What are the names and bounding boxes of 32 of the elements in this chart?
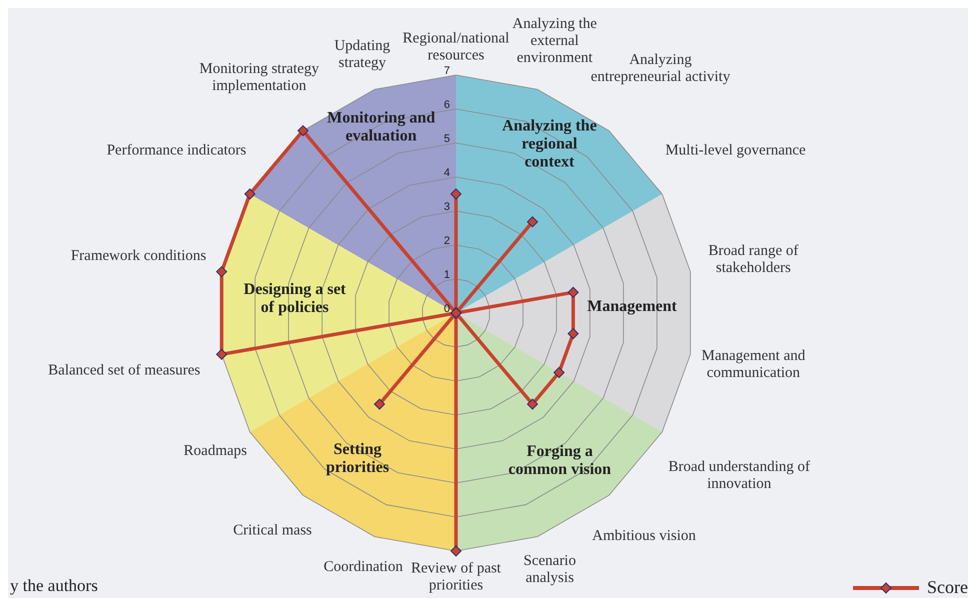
spoke-label: Monitoring strategy implementation: [199, 61, 320, 94]
y-tick-label: 5: [444, 132, 450, 145]
legend-label: Score: [927, 577, 968, 598]
text: Management: [587, 298, 678, 315]
spoke-label: Critical mass: [233, 523, 312, 540]
y-tick-label: 0: [444, 302, 450, 315]
spoke-label: Review of past priorities: [411, 560, 502, 594]
spoke-label: Management and communication: [702, 348, 806, 382]
y-tick-label: 1: [444, 268, 450, 281]
spoke-label: Multi-level governance: [665, 143, 806, 160]
spoke-label: Broad understanding of innovation: [668, 459, 810, 492]
y-tick-label: 4: [444, 166, 450, 179]
y-tick-label: 7: [444, 64, 450, 77]
text: Monitoring and evaluation: [327, 109, 436, 144]
spoke-label: Balanced set of measures: [48, 362, 200, 379]
spoke-label: Broad range of stakeholders: [708, 244, 798, 276]
spoke-label: Regional/national resources: [402, 30, 510, 64]
y-tick-label: 2: [444, 234, 450, 247]
text: Analyzing the regional context: [502, 117, 597, 170]
text: Setting priorities: [326, 440, 390, 476]
spoke-label: Roadmaps: [184, 443, 248, 460]
spoke-label: Performance indicators: [106, 143, 246, 160]
spoke-label: Scenario analysis: [524, 554, 576, 587]
y-tick-label: 6: [444, 98, 450, 111]
spoke-label: Coordination: [324, 559, 404, 576]
spoke-label: Ambitious vision: [592, 528, 696, 545]
spoke-label: Updating strategy: [334, 38, 391, 72]
spoke-label: Framework conditions: [70, 248, 206, 264]
text: Designing a set of policies: [244, 280, 347, 316]
text: y the authors: [10, 576, 98, 596]
y-tick-label: 3: [444, 200, 450, 213]
text: Forging a common vision: [508, 442, 612, 478]
